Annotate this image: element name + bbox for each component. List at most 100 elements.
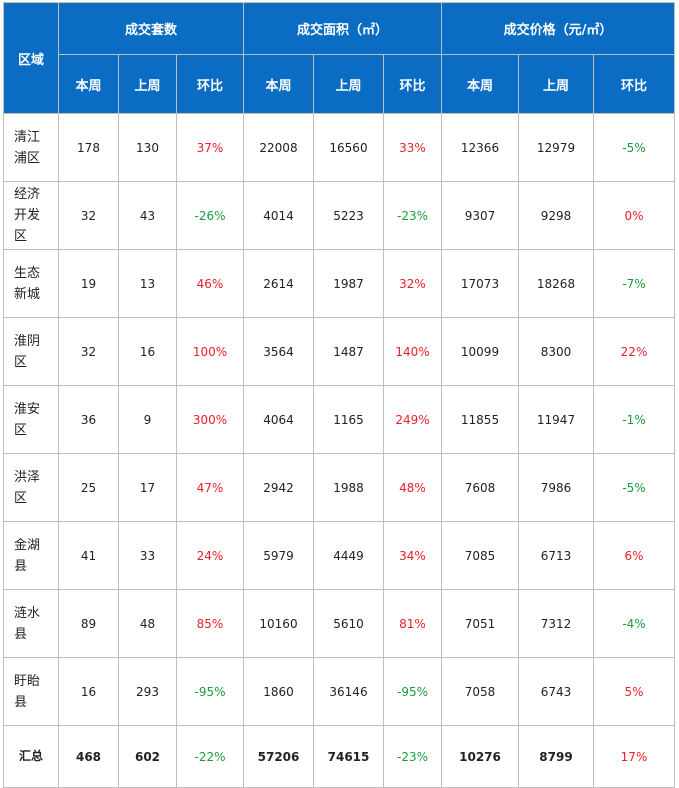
- units-this-week-header: 本周: [58, 54, 119, 114]
- units-change-cell: 47%: [176, 453, 244, 522]
- region-cell: 涟水县: [3, 589, 59, 658]
- area-this-week-cell: 5979: [243, 521, 314, 590]
- units-last-week-cell: 9: [118, 385, 177, 454]
- units-last-week-cell: 16: [118, 317, 177, 386]
- area-this-week-header: 本周: [243, 54, 314, 114]
- units-last-week-cell: 43: [118, 181, 177, 250]
- table-row: 清江 浦区 178 130 37% 22008 16560 33% 12366 12979 -5%: [3, 113, 676, 182]
- units-change-cell: 37%: [176, 113, 244, 182]
- price-change-header: 环比: [592, 54, 676, 114]
- total-area-last-week-cell: 74615: [313, 725, 384, 788]
- units-last-week-cell: 48: [118, 589, 177, 658]
- table-row: 金湖县 41 33 24% 5979 4449 34% 7085 6713 6%: [3, 521, 676, 590]
- units-change-cell: -26%: [176, 181, 244, 250]
- table-row: 经济 开发区 32 43 -26% 4014 5223 -23% 9307 9298 0%: [3, 181, 676, 250]
- total-units-change-cell: -22%: [176, 725, 244, 788]
- region-name-line: 区: [14, 490, 28, 506]
- region-name-line: 新城: [14, 286, 41, 302]
- price-this-week-cell: 17073: [441, 249, 519, 318]
- table-row: 淮安区 36 9 300% 4064 1165 249% 11855 11947 -1%: [3, 385, 676, 454]
- units-this-week-cell: 41: [58, 521, 119, 590]
- area-this-week-cell: 2942: [243, 453, 314, 522]
- price-last-week-cell: 12979: [518, 113, 594, 182]
- table-row: 涟水县 89 48 85% 10160 5610 81% 7051 7312 -4%: [3, 589, 676, 658]
- area-last-week-cell: 1988: [313, 453, 384, 522]
- price-change-cell: -7%: [592, 249, 676, 318]
- area-change-header: 环比: [383, 54, 442, 114]
- total-area-this-week-cell: 57206: [243, 725, 314, 788]
- units-this-week-cell: 19: [58, 249, 119, 318]
- region-cell: 淮阴区: [3, 317, 59, 386]
- table-row: 洪泽区 25 17 47% 2942 1988 48% 7608 7986 -5%: [3, 453, 676, 522]
- total-row: 汇总 468 602 -22% 57206 74615 -23% 10276 8799 17%: [3, 725, 676, 788]
- region-name-line: 生态: [14, 265, 41, 281]
- units-this-week-cell: 178: [58, 113, 119, 182]
- units-this-week-cell: 16: [58, 657, 119, 726]
- price-last-week-cell: 18268: [518, 249, 594, 318]
- price-last-week-header: 上周: [518, 54, 594, 114]
- area-last-week-cell: 4449: [313, 521, 384, 590]
- units-last-week-cell: 33: [118, 521, 177, 590]
- area-change-cell: 249%: [383, 385, 442, 454]
- price-this-week-cell: 7085: [441, 521, 519, 590]
- table-row: 盱眙县 16 293 -95% 1860 36146 -95% 7058 6743 5%: [3, 657, 676, 726]
- price-last-week-cell: 6713: [518, 521, 594, 590]
- region-name-line: 涟水: [14, 605, 41, 621]
- total-price-change-cell: 17%: [592, 725, 676, 788]
- region-name-line: 县: [14, 694, 28, 710]
- region-name-line: 经济: [14, 187, 41, 202]
- area-last-week-cell: 16560: [313, 113, 384, 182]
- price-change-cell: 5%: [592, 657, 676, 726]
- area-last-week-cell: 1987: [313, 249, 384, 318]
- price-this-week-cell: 10099: [441, 317, 519, 386]
- units-last-week-cell: 130: [118, 113, 177, 182]
- price-this-week-cell: 7051: [441, 589, 519, 658]
- area-this-week-cell: 22008: [243, 113, 314, 182]
- table-body: 清江 浦区 178 130 37% 22008 16560 33% 12366 12979 -5% 经…: [3, 113, 676, 788]
- price-change-cell: -5%: [592, 453, 676, 522]
- area-change-cell: -95%: [383, 657, 442, 726]
- area-this-week-cell: 4014: [243, 181, 314, 250]
- table-row: 生态 新城 19 13 46% 2614 1987 32% 17073 18268 -7%: [3, 249, 676, 318]
- price-this-week-cell: 12366: [441, 113, 519, 182]
- region-name-line: 洪泽: [14, 469, 41, 485]
- price-change-cell: 22%: [592, 317, 676, 386]
- price-this-week-header: 本周: [441, 54, 519, 114]
- region-name-line: 开发: [14, 208, 41, 223]
- region-name-line: 浦区: [14, 150, 41, 166]
- region-cell: 洪泽区: [3, 453, 59, 522]
- units-this-week-cell: 89: [58, 589, 119, 658]
- area-change-cell: 48%: [383, 453, 442, 522]
- area-group-header: 成交面积（㎡）: [243, 2, 442, 55]
- region-header: 区域: [3, 2, 59, 114]
- units-this-week-cell: 32: [58, 181, 119, 250]
- units-change-cell: 85%: [176, 589, 244, 658]
- area-change-cell: -23%: [383, 181, 442, 250]
- price-last-week-cell: 9298: [518, 181, 594, 250]
- units-change-cell: 100%: [176, 317, 244, 386]
- area-change-cell: 140%: [383, 317, 442, 386]
- units-this-week-cell: 32: [58, 317, 119, 386]
- table-row: 淮阴区 32 16 100% 3564 1487 140% 10099 8300 22%: [3, 317, 676, 386]
- units-last-week-cell: 17: [118, 453, 177, 522]
- region-cell: 淮安区: [3, 385, 59, 454]
- region-name-line: 区: [14, 354, 28, 370]
- total-price-last-week-cell: 8799: [518, 725, 594, 788]
- area-last-week-cell: 1165: [313, 385, 384, 454]
- units-last-week-cell: 13: [118, 249, 177, 318]
- area-last-week-cell: 1487: [313, 317, 384, 386]
- total-units-this-week-cell: 468: [58, 725, 119, 788]
- units-change-cell: 24%: [176, 521, 244, 590]
- region-name-line: 金湖: [14, 537, 41, 553]
- region-cell: 金湖县: [3, 521, 59, 590]
- units-group-header: 成交套数: [58, 2, 244, 55]
- region-name-line: 清江: [14, 129, 41, 145]
- area-this-week-cell: 4064: [243, 385, 314, 454]
- total-area-change-cell: -23%: [383, 725, 442, 788]
- total-price-this-week-cell: 10276: [441, 725, 519, 788]
- area-change-cell: 32%: [383, 249, 442, 318]
- total-units-last-week-cell: 602: [118, 725, 177, 788]
- region-cell: 生态 新城: [3, 249, 59, 318]
- region-name-line: 淮阴: [14, 333, 41, 349]
- area-last-week-cell: 5610: [313, 589, 384, 658]
